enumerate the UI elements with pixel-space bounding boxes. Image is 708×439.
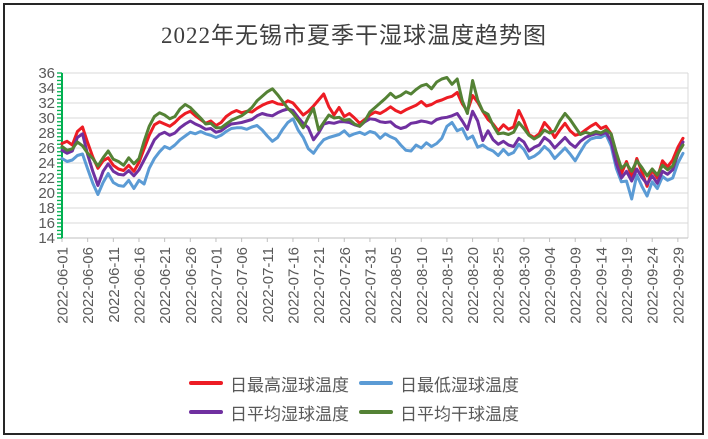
x-axis-label: 2022-07-01: [208, 247, 225, 324]
legend-item-daily-min-wet-bulb: 日最低湿球温度: [359, 371, 519, 395]
x-axis-label: 2022-07-21: [311, 247, 328, 324]
legend-marker-daily-avg-wet-bulb: [189, 410, 223, 414]
series-line-daily-avg-dry-bulb: [60, 76, 685, 178]
y-axis-label: 18: [38, 200, 55, 217]
legend: 日最高湿球温度 日最低湿球温度日平均湿球温度 日平均干球温度: [124, 371, 584, 424]
legend-label: 日平均湿球温度: [230, 404, 349, 424]
y-axis-label: 20: [38, 185, 55, 202]
x-axis-label: 2022-07-16: [285, 247, 302, 324]
legend-marker-daily-min-wet-bulb: [359, 381, 393, 385]
legend-item-daily-avg-dry-bulb: 日平均干球温度: [359, 400, 519, 424]
x-axis-label: 2022-08-25: [491, 247, 508, 324]
y-axis-label: 26: [38, 140, 55, 157]
y-axis-label: 30: [38, 110, 55, 127]
x-axis-label: 2022-07-31: [362, 247, 379, 324]
y-axis-label: 14: [38, 230, 55, 247]
x-axis-label: 2022-06-16: [131, 247, 148, 324]
y-axis-label: 22: [38, 170, 55, 187]
legend-label: 日平均干球温度: [400, 404, 519, 424]
x-axis-label: 2022-07-11: [260, 247, 277, 323]
series-line-daily-avg-wet-bulb: [60, 107, 685, 187]
x-axis-label: 2022-09-09: [568, 247, 585, 324]
x-axis-label: 2022-09-19: [619, 247, 636, 324]
x-axis-label: 2022-09-04: [542, 247, 559, 324]
legend-label: 日最低湿球温度: [400, 375, 519, 395]
x-axis-label: 2022-07-06: [234, 247, 251, 324]
x-axis-label: 2022-08-15: [439, 247, 456, 324]
y-axis-label: 34: [38, 80, 55, 97]
x-axis-label: 2022-06-01: [55, 247, 72, 324]
y-axis-label: 24: [38, 155, 55, 172]
y-axis-label: 36: [38, 65, 55, 82]
x-axis-label: 2022-08-05: [388, 247, 405, 324]
chart-border: [3, 3, 704, 435]
y-axis-label: 32: [38, 95, 55, 112]
legend-item-daily-max-wet-bulb: 日最高湿球温度: [189, 371, 349, 395]
x-axis-label: 2022-08-20: [465, 247, 482, 324]
legend-marker-daily-max-wet-bulb: [189, 381, 223, 385]
x-axis-label: 2022-09-29: [670, 247, 687, 324]
x-axis-label: 2022-06-06: [80, 247, 97, 324]
x-axis-label: 2022-07-26: [337, 247, 354, 324]
legend-label: 日最高湿球温度: [230, 375, 349, 395]
series-line-daily-min-wet-bulb: [60, 117, 685, 201]
x-axis-label: 2022-09-24: [645, 247, 662, 324]
chart-title: 2022年无锡市夏季干湿球温度趋势图: [161, 23, 547, 48]
y-axis-label: 28: [38, 125, 55, 142]
legend-item-daily-avg-wet-bulb: 日平均湿球温度: [189, 400, 349, 424]
x-axis-label: 2022-06-11: [106, 247, 123, 323]
x-axis-label: 2022-06-26: [183, 247, 200, 324]
x-axis-label: 2022-09-14: [593, 247, 610, 324]
legend-marker-daily-avg-dry-bulb: [359, 410, 393, 414]
x-axis-label: 2022-08-10: [414, 247, 431, 324]
x-axis-label: 2022-08-30: [516, 247, 533, 324]
y-axis-label: 16: [38, 215, 55, 232]
x-axis-label: 2022-06-21: [157, 247, 174, 324]
